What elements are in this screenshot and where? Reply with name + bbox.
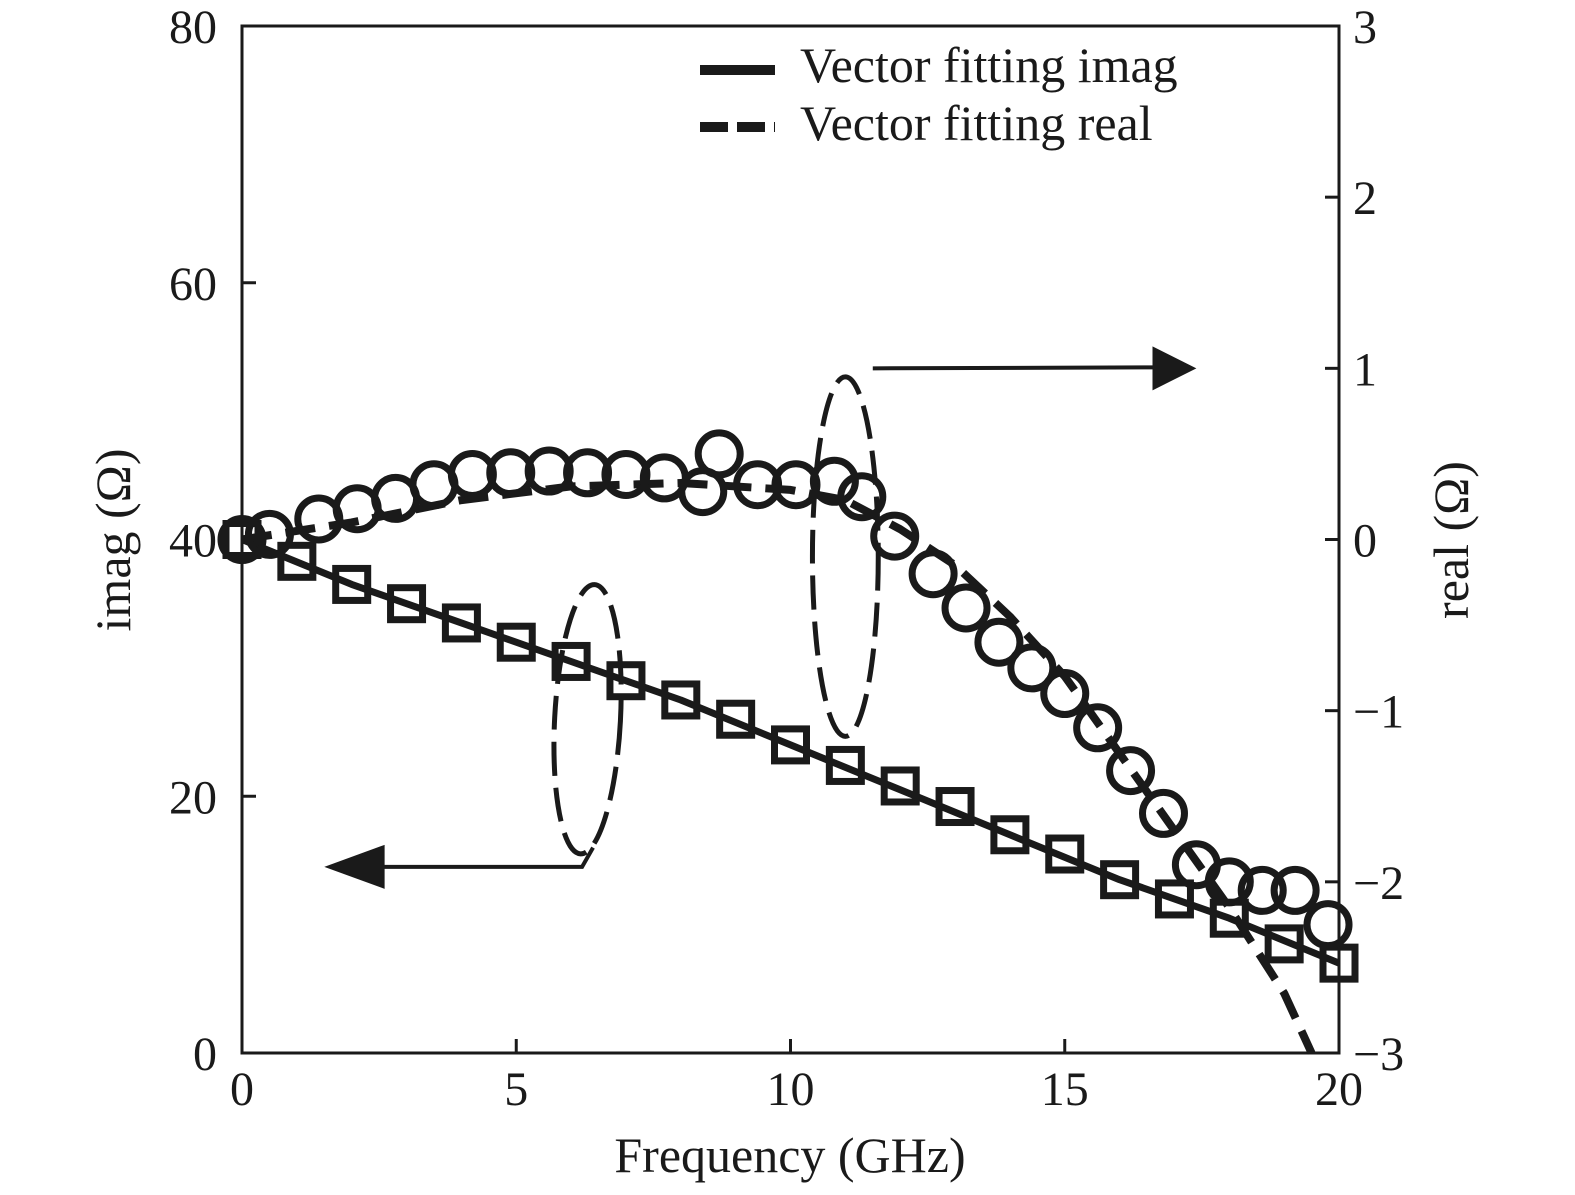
y-right-tick-label: 2 [1353, 172, 1377, 225]
circle-marker [908, 549, 958, 599]
annotation-ellipse-left [551, 582, 624, 857]
circle-marker [447, 449, 497, 499]
square-marker [1100, 860, 1140, 900]
annotation-arrow-right-line [872, 365, 1169, 371]
square-marker [825, 745, 865, 785]
y-left-tick-label: 80 [169, 1, 217, 54]
circle-marker [217, 515, 267, 564]
square-marker [332, 564, 372, 604]
square-marker [551, 641, 591, 681]
series-layer [240, 479, 1341, 1055]
circle-marker [486, 448, 536, 498]
circle-marker [524, 446, 574, 496]
y-right-tick-label: −1 [1353, 686, 1404, 739]
square-marker [771, 725, 810, 765]
annotation-arrowhead-right [1152, 346, 1197, 391]
y-left-tick-label: 0 [193, 1028, 217, 1081]
y-left-axis-title: imag (Ω) [85, 449, 141, 632]
circle-marker [1204, 857, 1254, 907]
y-right-tick-label: 0 [1353, 515, 1377, 568]
circle-marker [1303, 900, 1353, 950]
circle-marker [1040, 669, 1090, 719]
legend: Vector fitting imag Vector fitting real [700, 37, 1178, 151]
circle-marker [1138, 788, 1188, 838]
circle-marker [941, 583, 991, 633]
annotations-layer [324, 346, 1197, 889]
circle-marker [837, 472, 887, 522]
x-tick-label: 5 [504, 1063, 528, 1116]
y-left-tick-label: 40 [169, 515, 217, 568]
circle-marker [1270, 865, 1320, 915]
annotation-ellipse-right [809, 374, 881, 739]
annotation-arrowhead-left [324, 844, 385, 889]
circle-marker [244, 509, 294, 559]
y-left-tick-label: 60 [169, 258, 217, 311]
square-marker [496, 622, 536, 662]
circle-marker [1106, 746, 1156, 796]
square-marker [716, 699, 756, 739]
y-right-tick-label: 3 [1353, 1, 1377, 54]
square-marker [1045, 834, 1085, 874]
x-tick-label: 15 [1041, 1063, 1089, 1116]
square-marker [387, 584, 427, 624]
circle-marker [694, 429, 744, 479]
series-line-imag [240, 536, 1341, 967]
circle-marker [974, 617, 1024, 667]
legend-label-imag: Vector fitting imag [800, 37, 1178, 93]
x-tick-label: 10 [767, 1063, 815, 1116]
square-marker [661, 680, 701, 720]
annotation-arrow-left-line [379, 846, 595, 869]
markers-layer [217, 429, 1359, 983]
y-left-tick-label: 20 [169, 771, 217, 824]
axis-ticks: 0 5 10 15 20 0 20 40 60 80 −3 −2 −1 0 1 2 3 [169, 1, 1404, 1116]
square-marker [1319, 943, 1359, 983]
square-marker [1154, 879, 1194, 919]
circle-marker [1073, 703, 1123, 753]
x-tick-label: 0 [230, 1063, 254, 1116]
circle-marker [733, 460, 783, 510]
square-marker [935, 787, 975, 827]
square-marker [222, 520, 262, 559]
y-right-tick-label: −2 [1353, 857, 1404, 910]
y-right-tick-label: 1 [1353, 343, 1377, 396]
square-marker [990, 815, 1030, 855]
square-marker [1264, 924, 1304, 964]
square-marker [441, 603, 481, 643]
legend-label-real: Vector fitting real [800, 95, 1153, 151]
y-right-axis-title: real (Ω) [1423, 461, 1479, 619]
circle-marker [1007, 643, 1057, 693]
x-axis-title: Frequency (GHz) [614, 1127, 965, 1183]
circle-marker [563, 448, 613, 498]
x-tick-label: 20 [1315, 1063, 1363, 1116]
y-right-tick-label: −3 [1353, 1028, 1404, 1081]
circle-marker [809, 456, 859, 506]
square-marker [880, 766, 920, 806]
circle-marker [1237, 865, 1287, 915]
circle-marker [870, 511, 920, 561]
square-marker [277, 541, 317, 581]
square-marker [606, 661, 646, 701]
